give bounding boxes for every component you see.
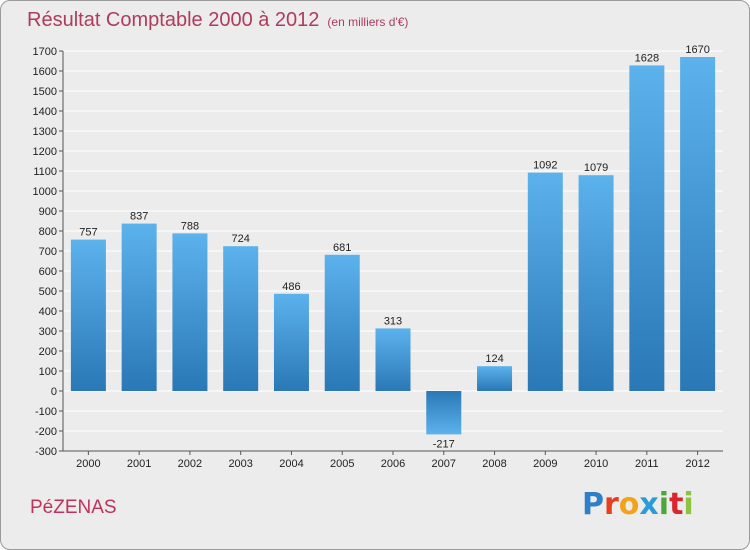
bar-value-label: 681 [333, 242, 351, 254]
x-tick-label: 2009 [533, 458, 557, 470]
bar-value-label: 1670 [685, 44, 709, 56]
logo-letter: i [658, 487, 670, 522]
y-tick-label: 400 [39, 306, 57, 318]
bar-value-label: -217 [433, 438, 455, 450]
y-tick-label: 1500 [33, 86, 57, 98]
y-tick-label: 1000 [33, 186, 57, 198]
y-tick-label: 1400 [33, 106, 57, 118]
y-tick-label: 300 [39, 326, 57, 338]
bar-value-label: 724 [232, 233, 250, 245]
x-tick-label: 2012 [685, 458, 709, 470]
bar-2005 [324, 254, 360, 391]
y-tick-label: -100 [35, 406, 57, 418]
y-tick-label: 1600 [33, 66, 57, 78]
y-tick-label: 900 [39, 206, 57, 218]
x-tick-label: 2010 [584, 458, 608, 470]
bar-2004 [273, 293, 309, 391]
y-tick-label: 1200 [33, 146, 57, 158]
bar-value-label: 124 [485, 353, 503, 365]
x-tick-label: 2007 [432, 458, 456, 470]
logo-letter: i [683, 487, 694, 522]
chart-title: Résultat Comptable 2000 à 2012 (en millie… [27, 9, 408, 32]
bar-2009 [527, 172, 563, 391]
logo-letter: P [582, 487, 604, 522]
bar-2010 [578, 175, 614, 391]
bar-value-label: 1628 [635, 52, 659, 64]
bar-2006 [375, 328, 411, 391]
logo-letter: r [604, 487, 619, 522]
y-tick-label: 600 [39, 266, 57, 278]
y-tick-label: -300 [35, 446, 57, 458]
x-tick-label: 2005 [330, 458, 354, 470]
y-tick-label: 200 [39, 346, 57, 358]
bar-2011 [629, 65, 665, 392]
bar-value-label: 1092 [533, 160, 557, 172]
y-tick-label: 1700 [33, 46, 57, 58]
x-tick-label: 2011 [635, 458, 659, 470]
bar-value-label: 1079 [584, 162, 608, 174]
y-tick-label: 0 [51, 386, 57, 398]
logo-letter: t [669, 487, 684, 522]
x-tick-label: 2001 [127, 458, 151, 470]
proxiti-logo: Proxiti [582, 487, 694, 522]
bar-value-label: 837 [130, 211, 148, 223]
x-tick-label: 2006 [381, 458, 405, 470]
bar-2012 [680, 57, 716, 391]
bar-2007 [426, 391, 462, 435]
bar-2003 [223, 246, 259, 391]
x-tick-label: 2002 [178, 458, 202, 470]
bar-2002 [172, 233, 208, 391]
chart-subtitle: (en milliers d'€) [327, 15, 409, 29]
y-tick-label: 1300 [33, 126, 57, 138]
y-tick-label: 1100 [33, 166, 57, 178]
x-tick-label: 2004 [279, 458, 303, 470]
bar-2000 [70, 239, 106, 391]
y-tick-label: 700 [39, 246, 57, 258]
x-tick-label: 2008 [482, 458, 506, 470]
y-tick-label: 800 [39, 226, 57, 238]
y-tick-label: -200 [35, 426, 57, 438]
x-tick-label: 2003 [228, 458, 252, 470]
bar-2008 [477, 366, 513, 391]
commune-name: PéZENAS [30, 497, 117, 518]
x-tick-label: 2000 [76, 458, 100, 470]
y-tick-label: 100 [39, 366, 57, 378]
chart-title-main: Résultat Comptable 2000 à 2012 [27, 9, 320, 31]
bar-value-label: 788 [181, 220, 199, 232]
bar-value-label: 313 [384, 315, 402, 327]
logo-letter: o [618, 487, 640, 522]
bar-value-label: 757 [79, 227, 97, 239]
logo-letter: x [639, 487, 659, 522]
y-tick-label: 500 [39, 286, 57, 298]
bar-value-label: 486 [282, 281, 300, 293]
bar-2001 [121, 223, 157, 391]
